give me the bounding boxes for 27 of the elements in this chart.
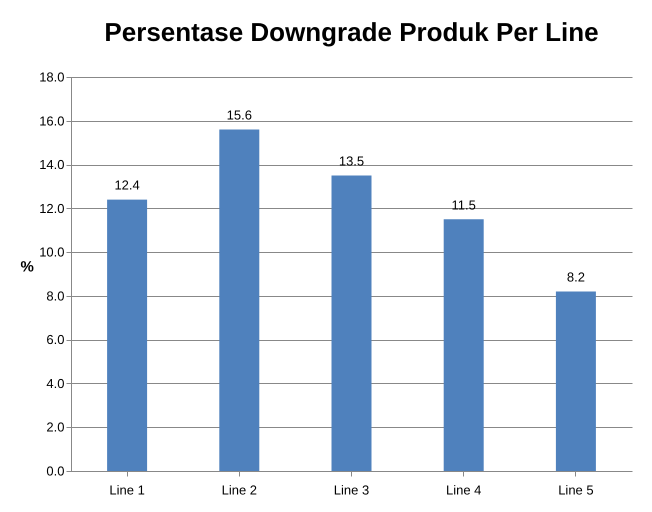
bar bbox=[556, 292, 596, 471]
x-tick-label: Line 2 bbox=[222, 482, 258, 498]
y-tick-label: 18.0 bbox=[39, 70, 64, 84]
data-label: 11.5 bbox=[452, 197, 476, 212]
y-tick-label: 8.0 bbox=[46, 288, 64, 304]
data-label: 15.6 bbox=[226, 108, 252, 123]
data-label: 12.4 bbox=[114, 178, 140, 193]
bar bbox=[107, 200, 148, 471]
y-axis-title: % bbox=[20, 258, 34, 276]
x-tick-label: Line 4 bbox=[446, 482, 482, 498]
y-tick-label: 6.0 bbox=[46, 332, 64, 348]
x-tick-label: Line 1 bbox=[109, 482, 145, 498]
chart-title: Persentase Downgrade Produk Per Line bbox=[104, 17, 599, 47]
y-tick-label: 2.0 bbox=[46, 420, 64, 435]
bar bbox=[332, 176, 372, 471]
bar bbox=[444, 219, 484, 471]
data-label: 13.5 bbox=[338, 154, 364, 168]
y-tick-label: 16.0 bbox=[39, 113, 64, 128]
data-label: 8.2 bbox=[566, 270, 585, 285]
y-tick-label: 4.0 bbox=[46, 376, 64, 391]
y-tick-label: 12.0 bbox=[39, 200, 64, 216]
y-tick-label: 10.0 bbox=[39, 244, 64, 260]
y-tick-label: 0.0 bbox=[46, 464, 64, 478]
bar bbox=[219, 130, 260, 471]
x-tick-label: Line 5 bbox=[558, 482, 594, 498]
y-tick-label: 14.0 bbox=[39, 157, 64, 172]
x-tick-label: Line 3 bbox=[334, 482, 370, 498]
